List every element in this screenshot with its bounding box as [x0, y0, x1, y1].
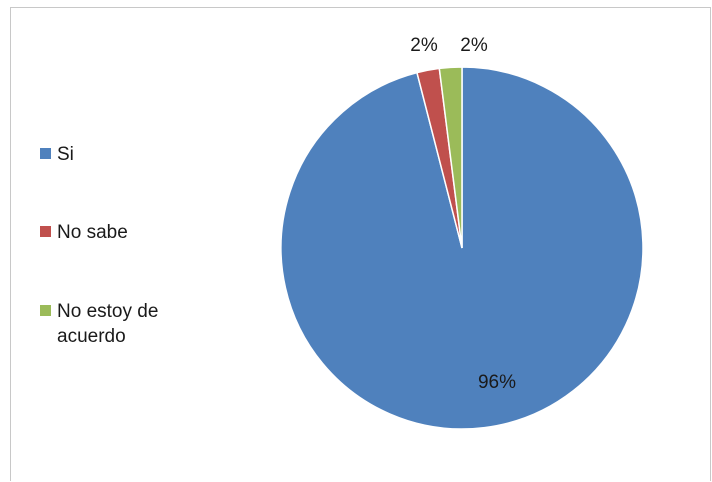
pie-slice-no-estoy-de-acuerdo: [438, 66, 463, 249]
data-label-si: 96%: [478, 372, 516, 393]
data-label-no-estoy-de-acuerdo: 2%: [460, 35, 488, 56]
chart-frame: [10, 7, 711, 481]
legend-label-si: Si: [57, 144, 74, 165]
legend-swatch-no-estoy-de-acuerdo: [40, 305, 51, 316]
data-label-no-sabe: 2%: [410, 35, 438, 56]
legend-item-no-estoy-de-acuerdo: No estoy de acuerdo: [40, 299, 207, 349]
legend-swatch-si: [40, 148, 51, 159]
legend-label-no-sabe: No sabe: [57, 222, 128, 243]
legend: Si No sabe No estoy de acuerdo: [40, 0, 240, 482]
legend-label-no-estoy-de-acuerdo: No estoy de acuerdo: [57, 301, 159, 347]
legend-item-no-sabe: No sabe: [40, 220, 207, 245]
legend-item-si: Si: [40, 142, 207, 167]
legend-swatch-no-sabe: [40, 226, 51, 237]
